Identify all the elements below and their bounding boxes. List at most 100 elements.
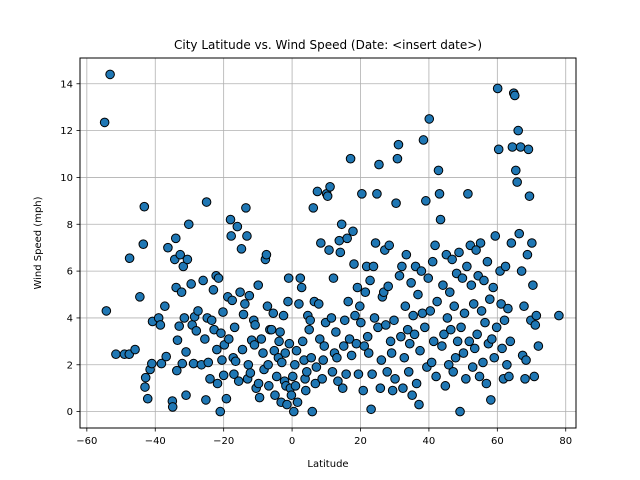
data-point (366, 404, 376, 415)
data-point (399, 352, 410, 363)
data-point (515, 142, 526, 152)
data-point (253, 378, 264, 389)
data-point (487, 334, 497, 344)
data-point (322, 191, 333, 201)
data-point (242, 231, 252, 241)
data-point (402, 324, 413, 335)
data-point (497, 343, 507, 354)
data-point (446, 324, 456, 335)
data-point (328, 273, 339, 283)
data-point (454, 247, 464, 258)
data-point (357, 189, 367, 199)
data-point (282, 399, 292, 410)
data-point (457, 273, 468, 283)
data-point (156, 358, 167, 369)
data-point (375, 383, 386, 393)
data-point (376, 355, 387, 365)
x-tick-label: −60 (76, 436, 97, 447)
data-point (233, 376, 244, 386)
data-point (485, 294, 495, 305)
data-point (206, 315, 217, 326)
x-tick-label: 0 (289, 436, 295, 447)
data-point (452, 336, 463, 347)
data-point (346, 350, 357, 361)
data-point (124, 253, 135, 264)
data-point (105, 69, 115, 80)
data-point (475, 238, 486, 248)
data-point (444, 287, 455, 297)
data-point (295, 273, 306, 283)
data-point (318, 355, 329, 365)
data-point (418, 135, 429, 145)
data-point (417, 308, 428, 319)
data-point (491, 322, 502, 333)
data-point (435, 214, 446, 225)
data-point (270, 390, 280, 401)
data-point (198, 275, 208, 286)
data-point (430, 240, 440, 251)
data-point (325, 182, 335, 192)
data-point (268, 308, 279, 319)
data-point (348, 226, 358, 237)
data-point (463, 189, 473, 199)
data-point (201, 197, 212, 207)
data-point (425, 306, 436, 316)
data-point (404, 338, 415, 349)
data-point (528, 280, 538, 290)
data-point (530, 320, 541, 330)
data-point (522, 249, 533, 260)
data-point (305, 315, 316, 326)
data-point (442, 313, 453, 323)
data-point (363, 348, 374, 358)
plot-frame (79, 57, 577, 429)
data-point (296, 282, 307, 293)
data-point (499, 315, 510, 326)
data-point (307, 406, 318, 417)
y-tick-label: 10 (60, 173, 73, 184)
data-point (101, 306, 112, 316)
data-point (183, 219, 194, 230)
data-point (520, 374, 530, 384)
y-tick-label: 4 (67, 313, 73, 324)
data-point (304, 324, 314, 335)
data-point (438, 280, 448, 290)
data-point (355, 301, 365, 312)
data-point (370, 238, 381, 248)
data-point (338, 341, 349, 351)
data-point (332, 352, 342, 363)
data-point (181, 347, 191, 357)
y-tick-label: 2 (67, 360, 73, 371)
data-point (381, 320, 391, 330)
data-point (413, 289, 423, 300)
y-tick-label: 8 (67, 220, 73, 231)
data-point (481, 378, 492, 389)
data-point (351, 338, 362, 349)
data-point (468, 299, 479, 309)
data-point (394, 270, 405, 281)
data-point (216, 328, 226, 338)
data-point (471, 245, 481, 255)
data-point (283, 296, 293, 307)
data-point (420, 322, 430, 333)
x-tick-label: −40 (145, 436, 166, 447)
data-point (286, 390, 297, 401)
data-point (201, 395, 211, 405)
data-point (458, 348, 469, 358)
data-point (392, 153, 403, 164)
data-point (241, 203, 251, 213)
data-point (170, 233, 181, 244)
data-point (367, 369, 377, 379)
data-point (426, 357, 437, 368)
data-point (434, 189, 445, 199)
data-point (353, 369, 364, 379)
data-point (319, 341, 330, 351)
data-point (172, 365, 182, 376)
data-point (514, 228, 525, 239)
data-point (489, 352, 500, 363)
data-point (264, 381, 274, 391)
data-point (482, 256, 493, 267)
data-point (391, 198, 401, 208)
data-point (243, 359, 254, 370)
data-point (407, 390, 417, 401)
